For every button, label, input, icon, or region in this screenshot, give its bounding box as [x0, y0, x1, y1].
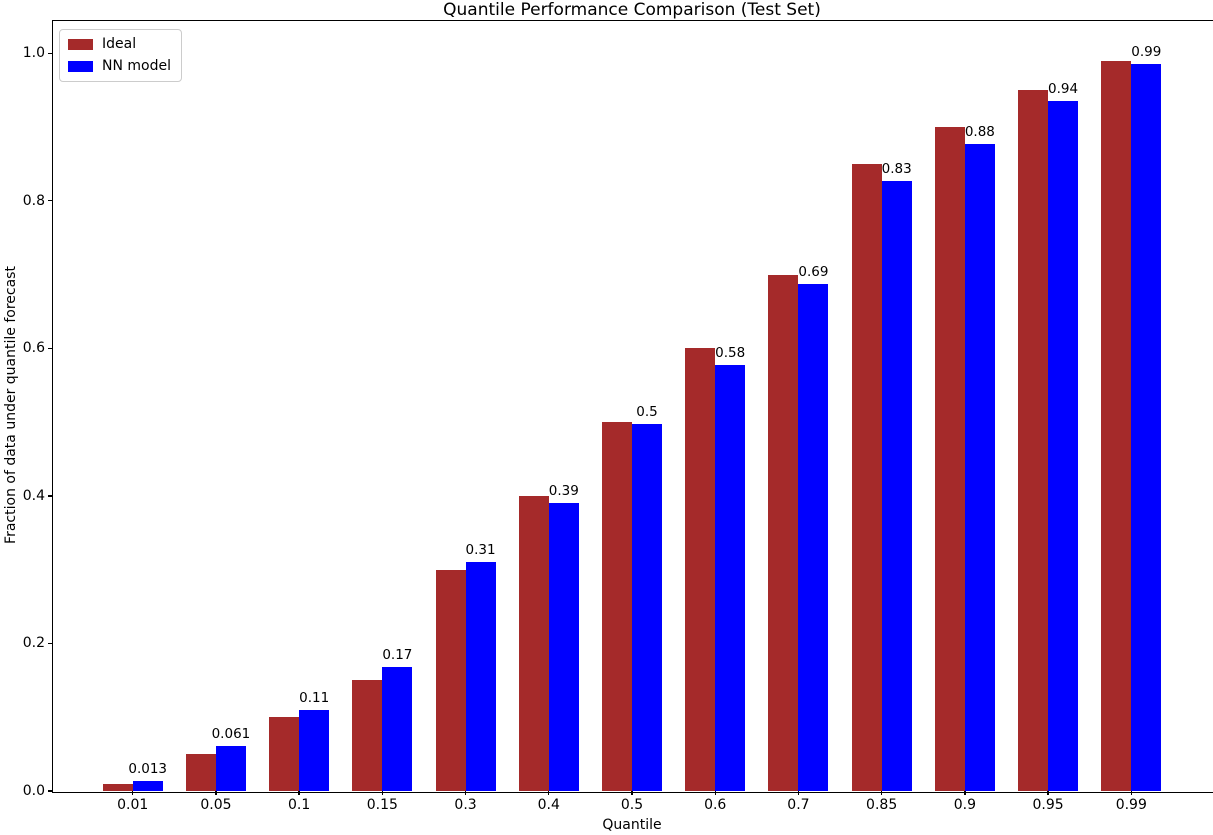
x-tick-mark — [132, 791, 134, 795]
bar-ideal — [352, 680, 383, 791]
x-tick-mark — [964, 791, 966, 795]
x-tick-label: 0.1 — [288, 797, 311, 813]
x-tick-label: 0.01 — [117, 797, 149, 813]
bar-ideal — [768, 274, 799, 791]
x-tick-label: 0.3 — [454, 797, 477, 813]
x-tick-label: 0.95 — [1032, 797, 1064, 813]
bar-value-label: 0.39 — [548, 483, 579, 500]
y-tick-label: 1.0 — [22, 45, 45, 62]
bar-nn-model — [798, 284, 829, 791]
legend-item: NN model — [68, 58, 171, 75]
bar-value-label: 0.83 — [881, 160, 912, 177]
bar-ideal — [269, 717, 300, 791]
legend: Ideal NN model — [59, 29, 182, 82]
legend-swatch-nn-model-icon — [68, 61, 93, 72]
x-tick-label: 0.99 — [1115, 797, 1147, 813]
x-tick-label: 0.05 — [200, 797, 232, 813]
x-tick-label: 0.85 — [866, 797, 898, 813]
x-tick-mark — [631, 791, 633, 795]
bar-value-label: 0.99 — [1131, 44, 1162, 61]
bar-value-label: 0.061 — [211, 725, 251, 742]
bar-ideal — [435, 569, 466, 791]
x-tick-mark — [797, 791, 800, 795]
y-tick-label: 0.6 — [22, 340, 45, 357]
x-tick-label: 0.4 — [537, 797, 560, 813]
y-tick-mark — [48, 642, 52, 645]
x-tick-mark — [1047, 791, 1049, 795]
bar-value-label: 0.58 — [715, 344, 746, 361]
y-tick-mark — [48, 200, 52, 202]
bar-ideal — [102, 783, 133, 791]
bar-value-label: 0.69 — [798, 264, 829, 281]
x-axis-title: Quantile — [602, 817, 662, 833]
x-tick-mark — [548, 791, 550, 795]
bar-nn-model — [1131, 64, 1162, 791]
bar-nn-model — [548, 503, 579, 791]
bar-nn-model — [299, 709, 330, 791]
bar-value-label: 0.88 — [964, 123, 995, 140]
y-tick-label: 0.8 — [22, 192, 45, 209]
legend-swatch-ideal-icon — [68, 39, 93, 50]
x-tick-label: 0.15 — [366, 797, 398, 813]
bar-ideal — [685, 348, 716, 791]
x-tick-mark — [714, 791, 716, 795]
y-tick-label: 0.4 — [22, 487, 45, 504]
bar-nn-model — [715, 364, 746, 791]
x-tick-mark — [464, 791, 467, 795]
bar-ideal — [1101, 60, 1132, 791]
bar-nn-model — [881, 180, 912, 791]
x-tick-mark — [381, 791, 384, 795]
bar-nn-model — [382, 667, 413, 791]
x-tick-mark — [298, 791, 300, 795]
bar-ideal — [185, 754, 216, 791]
bar-value-label: 0.5 — [636, 404, 658, 421]
x-tick-label: 0.5 — [620, 797, 644, 813]
bar-nn-model — [132, 781, 163, 791]
legend-item: Ideal — [68, 36, 171, 53]
y-tick-mark — [48, 790, 52, 792]
legend-label: NN model — [102, 58, 171, 74]
chart-title: Quantile Performance Comparison (Test Se… — [443, 0, 821, 20]
x-tick-mark — [1130, 791, 1132, 795]
bar-value-label: 0.31 — [465, 542, 496, 559]
bar-nn-model — [964, 143, 995, 791]
x-tick-mark — [215, 791, 217, 795]
x-tick-label: 0.6 — [704, 797, 727, 813]
bar-value-label: 0.17 — [382, 647, 413, 664]
bar-ideal — [934, 126, 965, 791]
y-tick-label: 0.0 — [22, 783, 45, 799]
bar-value-label: 0.94 — [1048, 81, 1079, 98]
bar-ideal — [1018, 90, 1049, 791]
bar-ideal — [518, 495, 549, 791]
x-tick-label: 0.9 — [953, 797, 976, 813]
y-tick-mark — [48, 495, 52, 497]
bar-ideal — [602, 422, 632, 791]
x-tick-mark — [880, 791, 883, 795]
bar-nn-model — [215, 745, 246, 791]
bar-value-label: 0.11 — [299, 689, 330, 706]
x-tick-label: 0.7 — [787, 797, 810, 813]
bar-nn-model — [1048, 101, 1079, 791]
y-axis-title: Fraction of data under quantile forecast — [3, 266, 19, 544]
bar-nn-model — [465, 562, 496, 791]
y-tick-label: 0.2 — [22, 635, 45, 652]
legend-label: Ideal — [102, 36, 137, 52]
bar-value-label: 0.013 — [128, 761, 168, 778]
bar-nn-model — [632, 424, 662, 791]
bar-ideal — [851, 163, 882, 791]
y-tick-mark — [48, 347, 52, 349]
y-tick-mark — [48, 52, 52, 54]
